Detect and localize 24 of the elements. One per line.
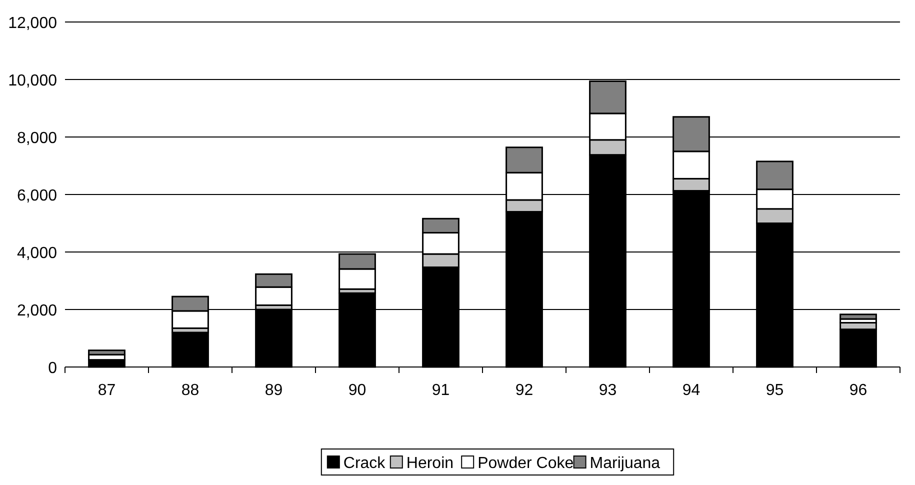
x-tick-label: 94	[682, 382, 700, 399]
y-tick-label: 4,000	[16, 245, 58, 262]
legend-label: Powder Coke	[478, 455, 574, 472]
bar	[840, 314, 877, 320]
bar	[255, 308, 292, 368]
legend-label: Marijuana	[590, 455, 660, 472]
x-tick-label: 88	[181, 382, 200, 399]
legend-label: Heroin	[406, 455, 454, 472]
x-tick-label: 92	[515, 382, 534, 399]
legend-label: Crack	[343, 455, 386, 472]
y-tick-label: 2,000	[16, 302, 58, 320]
y-tick-label: 0	[48, 360, 58, 377]
y-tick-label: 8,000	[16, 130, 58, 147]
x-tick-label: 90	[348, 382, 366, 399]
y-tick-label: 6,000	[16, 188, 58, 204]
x-tick-label: 91	[432, 382, 450, 399]
bar	[172, 332, 209, 368]
x-tick-label: 93	[598, 382, 617, 399]
y-tick-label: 12,000	[8, 15, 58, 32]
y-tick-label: 10,000	[8, 72, 58, 90]
x-tick-label: 96	[849, 382, 868, 399]
x-tick-label: 87	[98, 382, 116, 399]
x-tick-label: 89	[264, 382, 283, 399]
x-tick-label: 95	[766, 382, 784, 399]
